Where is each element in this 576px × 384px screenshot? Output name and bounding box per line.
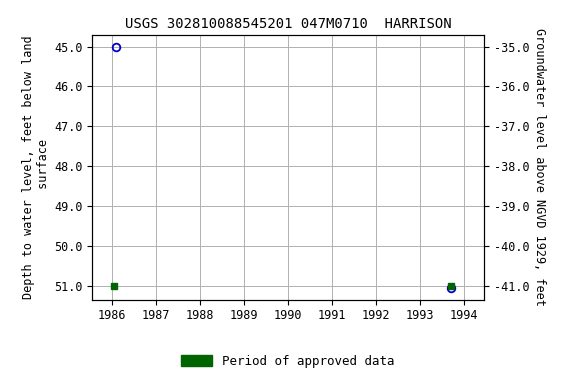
Y-axis label: Depth to water level, feet below land
 surface: Depth to water level, feet below land su… xyxy=(22,35,50,299)
Y-axis label: Groundwater level above NGVD 1929, feet: Groundwater level above NGVD 1929, feet xyxy=(533,28,547,306)
Title: USGS 302810088545201 047M0710  HARRISON: USGS 302810088545201 047M0710 HARRISON xyxy=(124,17,452,31)
Legend: Period of approved data: Period of approved data xyxy=(176,350,400,373)
